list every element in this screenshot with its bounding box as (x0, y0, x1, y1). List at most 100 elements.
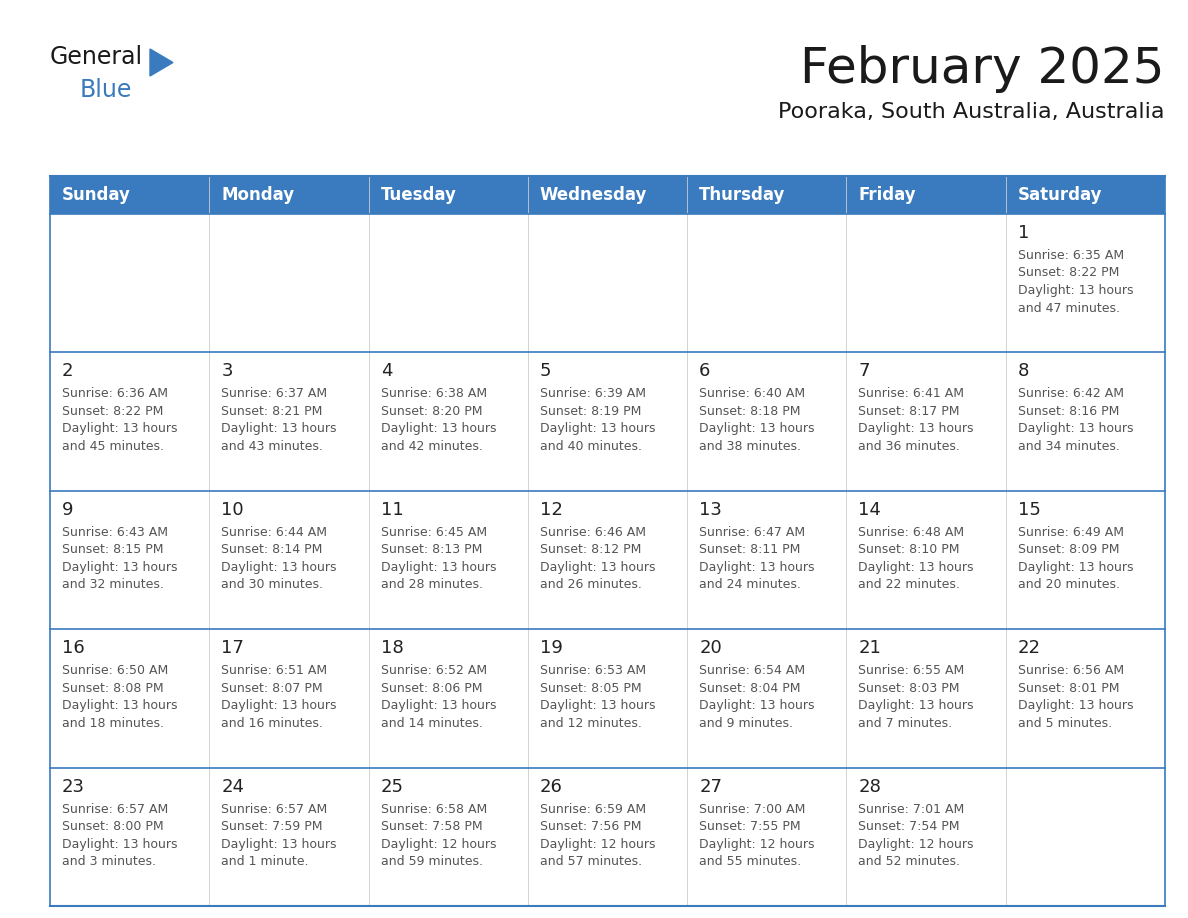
Text: Sunrise: 6:44 AM
Sunset: 8:14 PM
Daylight: 13 hours
and 30 minutes.: Sunrise: 6:44 AM Sunset: 8:14 PM Dayligh… (221, 526, 336, 591)
Text: 8: 8 (1018, 363, 1029, 380)
Text: Blue: Blue (80, 78, 132, 102)
Text: Monday: Monday (221, 186, 295, 204)
Text: 27: 27 (700, 778, 722, 796)
Text: 15: 15 (1018, 501, 1041, 519)
Bar (846, 629, 1006, 767)
Bar (50, 353, 209, 491)
Text: Sunrise: 6:35 AM
Sunset: 8:22 PM
Daylight: 13 hours
and 47 minutes.: Sunrise: 6:35 AM Sunset: 8:22 PM Dayligh… (1018, 249, 1133, 315)
Text: 11: 11 (380, 501, 403, 519)
Bar (527, 214, 687, 353)
Text: Friday: Friday (859, 186, 916, 204)
Text: 17: 17 (221, 639, 245, 657)
Text: Sunrise: 7:01 AM
Sunset: 7:54 PM
Daylight: 12 hours
and 52 minutes.: Sunrise: 7:01 AM Sunset: 7:54 PM Dayligh… (859, 802, 974, 868)
Text: 18: 18 (380, 639, 403, 657)
Bar (1006, 214, 1165, 353)
Text: Tuesday: Tuesday (380, 186, 456, 204)
Bar (846, 491, 1006, 629)
Bar (846, 214, 1006, 353)
Text: 20: 20 (700, 639, 722, 657)
Text: Sunrise: 6:46 AM
Sunset: 8:12 PM
Daylight: 13 hours
and 26 minutes.: Sunrise: 6:46 AM Sunset: 8:12 PM Dayligh… (539, 526, 656, 591)
Text: 24: 24 (221, 778, 245, 796)
Text: Sunrise: 6:45 AM
Sunset: 8:13 PM
Daylight: 13 hours
and 28 minutes.: Sunrise: 6:45 AM Sunset: 8:13 PM Dayligh… (380, 526, 497, 591)
Text: Sunday: Sunday (62, 186, 131, 204)
Text: General: General (50, 45, 143, 69)
Text: Sunrise: 7:00 AM
Sunset: 7:55 PM
Daylight: 12 hours
and 55 minutes.: Sunrise: 7:00 AM Sunset: 7:55 PM Dayligh… (700, 802, 815, 868)
Bar (209, 767, 368, 906)
Bar (527, 353, 687, 491)
Bar (1006, 629, 1165, 767)
Text: 23: 23 (62, 778, 86, 796)
Text: 5: 5 (539, 363, 551, 380)
Text: Sunrise: 6:56 AM
Sunset: 8:01 PM
Daylight: 13 hours
and 5 minutes.: Sunrise: 6:56 AM Sunset: 8:01 PM Dayligh… (1018, 665, 1133, 730)
Bar (368, 629, 527, 767)
Bar (527, 629, 687, 767)
Text: 9: 9 (62, 501, 74, 519)
Text: Sunrise: 6:55 AM
Sunset: 8:03 PM
Daylight: 13 hours
and 7 minutes.: Sunrise: 6:55 AM Sunset: 8:03 PM Dayligh… (859, 665, 974, 730)
Polygon shape (150, 49, 173, 76)
Text: Sunrise: 6:52 AM
Sunset: 8:06 PM
Daylight: 13 hours
and 14 minutes.: Sunrise: 6:52 AM Sunset: 8:06 PM Dayligh… (380, 665, 497, 730)
Text: Sunrise: 6:40 AM
Sunset: 8:18 PM
Daylight: 13 hours
and 38 minutes.: Sunrise: 6:40 AM Sunset: 8:18 PM Dayligh… (700, 387, 815, 453)
Text: Sunrise: 6:39 AM
Sunset: 8:19 PM
Daylight: 13 hours
and 40 minutes.: Sunrise: 6:39 AM Sunset: 8:19 PM Dayligh… (539, 387, 656, 453)
Bar (50, 176, 1165, 214)
Text: Sunrise: 6:58 AM
Sunset: 7:58 PM
Daylight: 12 hours
and 59 minutes.: Sunrise: 6:58 AM Sunset: 7:58 PM Dayligh… (380, 802, 497, 868)
Text: Thursday: Thursday (700, 186, 785, 204)
Text: Sunrise: 6:59 AM
Sunset: 7:56 PM
Daylight: 12 hours
and 57 minutes.: Sunrise: 6:59 AM Sunset: 7:56 PM Dayligh… (539, 802, 656, 868)
Bar (687, 629, 846, 767)
Text: Sunrise: 6:54 AM
Sunset: 8:04 PM
Daylight: 13 hours
and 9 minutes.: Sunrise: 6:54 AM Sunset: 8:04 PM Dayligh… (700, 665, 815, 730)
Text: 14: 14 (859, 501, 881, 519)
Bar (527, 491, 687, 629)
Text: Wednesday: Wednesday (539, 186, 647, 204)
Text: Sunrise: 6:48 AM
Sunset: 8:10 PM
Daylight: 13 hours
and 22 minutes.: Sunrise: 6:48 AM Sunset: 8:10 PM Dayligh… (859, 526, 974, 591)
Text: Sunrise: 6:51 AM
Sunset: 8:07 PM
Daylight: 13 hours
and 16 minutes.: Sunrise: 6:51 AM Sunset: 8:07 PM Dayligh… (221, 665, 336, 730)
Text: Sunrise: 6:37 AM
Sunset: 8:21 PM
Daylight: 13 hours
and 43 minutes.: Sunrise: 6:37 AM Sunset: 8:21 PM Dayligh… (221, 387, 336, 453)
Bar (368, 353, 527, 491)
Text: Sunrise: 6:42 AM
Sunset: 8:16 PM
Daylight: 13 hours
and 34 minutes.: Sunrise: 6:42 AM Sunset: 8:16 PM Dayligh… (1018, 387, 1133, 453)
Bar (687, 214, 846, 353)
Bar (209, 214, 368, 353)
Text: 4: 4 (380, 363, 392, 380)
Bar (687, 767, 846, 906)
Text: 3: 3 (221, 363, 233, 380)
Text: 22: 22 (1018, 639, 1041, 657)
Text: 12: 12 (539, 501, 563, 519)
Text: 26: 26 (539, 778, 563, 796)
Bar (1006, 353, 1165, 491)
Bar (50, 214, 209, 353)
Text: 2: 2 (62, 363, 74, 380)
Bar (687, 353, 846, 491)
Text: 13: 13 (700, 501, 722, 519)
Text: Sunrise: 6:41 AM
Sunset: 8:17 PM
Daylight: 13 hours
and 36 minutes.: Sunrise: 6:41 AM Sunset: 8:17 PM Dayligh… (859, 387, 974, 453)
Bar (209, 353, 368, 491)
Text: Sunrise: 6:57 AM
Sunset: 8:00 PM
Daylight: 13 hours
and 3 minutes.: Sunrise: 6:57 AM Sunset: 8:00 PM Dayligh… (62, 802, 177, 868)
Text: 10: 10 (221, 501, 244, 519)
Bar (209, 629, 368, 767)
Bar (50, 629, 209, 767)
Bar (209, 491, 368, 629)
Bar (846, 353, 1006, 491)
Text: 7: 7 (859, 363, 870, 380)
Bar (846, 767, 1006, 906)
Bar (687, 491, 846, 629)
Bar (1006, 491, 1165, 629)
Text: 28: 28 (859, 778, 881, 796)
Bar (527, 767, 687, 906)
Text: Pooraka, South Australia, Australia: Pooraka, South Australia, Australia (778, 102, 1165, 122)
Text: Sunrise: 6:57 AM
Sunset: 7:59 PM
Daylight: 13 hours
and 1 minute.: Sunrise: 6:57 AM Sunset: 7:59 PM Dayligh… (221, 802, 336, 868)
Bar (368, 767, 527, 906)
Text: 16: 16 (62, 639, 84, 657)
Bar (368, 491, 527, 629)
Text: Sunrise: 6:49 AM
Sunset: 8:09 PM
Daylight: 13 hours
and 20 minutes.: Sunrise: 6:49 AM Sunset: 8:09 PM Dayligh… (1018, 526, 1133, 591)
Bar (1006, 767, 1165, 906)
Text: Sunrise: 6:47 AM
Sunset: 8:11 PM
Daylight: 13 hours
and 24 minutes.: Sunrise: 6:47 AM Sunset: 8:11 PM Dayligh… (700, 526, 815, 591)
Text: 19: 19 (539, 639, 563, 657)
Bar (50, 491, 209, 629)
Text: Sunrise: 6:36 AM
Sunset: 8:22 PM
Daylight: 13 hours
and 45 minutes.: Sunrise: 6:36 AM Sunset: 8:22 PM Dayligh… (62, 387, 177, 453)
Bar (50, 767, 209, 906)
Text: 25: 25 (380, 778, 404, 796)
Bar (368, 214, 527, 353)
Text: Saturday: Saturday (1018, 186, 1102, 204)
Text: Sunrise: 6:50 AM
Sunset: 8:08 PM
Daylight: 13 hours
and 18 minutes.: Sunrise: 6:50 AM Sunset: 8:08 PM Dayligh… (62, 665, 177, 730)
Text: 1: 1 (1018, 224, 1029, 242)
Text: 6: 6 (700, 363, 710, 380)
Text: February 2025: February 2025 (801, 45, 1165, 93)
